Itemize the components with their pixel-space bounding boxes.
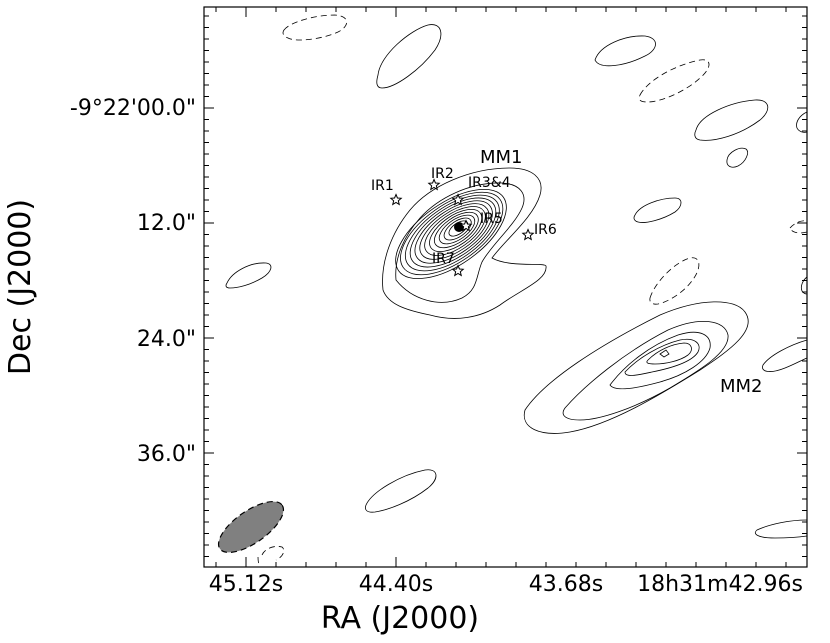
mm2-contour (562, 320, 729, 421)
mm2-contour (523, 301, 749, 434)
isolated-contour (754, 519, 808, 539)
x-tick-label: 43.68s (529, 572, 603, 597)
mm1-contour-level (414, 200, 493, 264)
region-label-mm1: MM1 (480, 147, 523, 168)
mm1-contour-level (400, 191, 504, 276)
y-tick-label: 36.0" (137, 442, 196, 467)
isolated-contours (225, 24, 808, 539)
source-label-ir3-4: IR3&4 (468, 175, 511, 191)
axis-ticks (204, 7, 807, 567)
negative-contour (638, 59, 710, 103)
negative-contour (257, 556, 261, 568)
isolated-contour (762, 339, 808, 372)
plot-frame (203, 6, 808, 568)
mm1-contour-level (395, 188, 507, 280)
mm2-contour (609, 331, 711, 390)
region-label-mm2: MM2 (720, 376, 763, 397)
star-marker-ir2 (427, 178, 441, 191)
beam-ellipse (217, 500, 285, 554)
negative-contours (257, 14, 808, 568)
isolated-contour (376, 24, 442, 89)
mm1-contour-level (443, 217, 472, 241)
isolated-contour (594, 35, 656, 67)
isolated-contour (365, 469, 437, 513)
y-tick-labels: -9°22'00.0" 12.0" 24.0" 36.0" (70, 96, 196, 467)
star-marker-ir7 (451, 264, 465, 277)
mm2-contour (646, 342, 692, 365)
y-tick-label: 24.0" (137, 327, 196, 352)
x-tick-label: 44.40s (359, 572, 433, 597)
mm1-contours (395, 188, 507, 280)
mm1-contour-level (404, 194, 500, 272)
source-label-ir7: IR7 (432, 251, 455, 267)
source-labels: IR1 IR2 IR3&4 IR5 IR6 IR7 (371, 166, 557, 267)
x-tick-labels: 45.12s 44.40s 43.68s 18h31m42.96s (209, 572, 803, 597)
star-marker-ir5 (459, 219, 473, 232)
star-marker-ir1 (389, 193, 403, 206)
ir-source-markers (389, 178, 535, 277)
isolated-contour (800, 276, 808, 295)
isolated-contour (633, 197, 682, 223)
mm1-outer-contour (395, 182, 525, 303)
isolated-contour (726, 147, 748, 168)
y-tick-label: -9°22'00.0" (70, 96, 196, 121)
mm2-contour (659, 349, 670, 358)
mm1-contour-level (438, 214, 476, 245)
mm2-contour (624, 338, 700, 376)
negative-contour (789, 220, 808, 234)
x-axis-title: RA (J2000) (321, 601, 479, 636)
source-label-ir1: IR1 (371, 178, 394, 194)
mm1-outer-contour (382, 167, 547, 319)
isolated-contour (694, 99, 769, 141)
source-label-ir5: IR5 (480, 211, 503, 227)
star-marker-ir6 (521, 228, 535, 241)
mm1-outer-contours (382, 167, 547, 319)
star-marker-ir3-4 (451, 193, 465, 206)
source-label-ir6: IR6 (534, 222, 557, 238)
y-axis-title: Dec (J2000) (3, 199, 38, 375)
isolated-contour (225, 262, 272, 289)
y-tick-label: 12.0" (137, 211, 196, 236)
mm1-contour-level (419, 203, 490, 260)
mm1-contour-level (409, 197, 497, 268)
x-tick-label: 45.12s (209, 572, 283, 597)
isolated-contour (796, 111, 808, 133)
mm2-contours (523, 301, 749, 434)
mm1-contour-level (429, 209, 483, 252)
mm1-contour-level (434, 211, 479, 249)
negative-contour (261, 546, 285, 561)
x-tick-label: 18h31m42.96s (637, 572, 803, 597)
negative-contour (649, 257, 700, 305)
negative-contour (282, 14, 348, 41)
mm1-contour-level (424, 206, 486, 256)
source-label-ir2: IR2 (431, 166, 454, 182)
